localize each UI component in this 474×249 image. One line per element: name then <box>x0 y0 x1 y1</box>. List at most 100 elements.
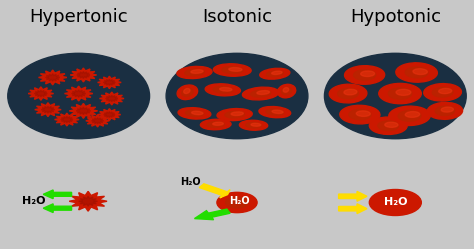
Polygon shape <box>98 109 121 121</box>
Ellipse shape <box>283 88 289 92</box>
Ellipse shape <box>405 67 428 78</box>
Ellipse shape <box>251 90 271 97</box>
Ellipse shape <box>246 123 261 128</box>
Ellipse shape <box>398 111 421 121</box>
Text: Hypertonic: Hypertonic <box>29 8 128 26</box>
Ellipse shape <box>324 53 466 139</box>
Ellipse shape <box>344 89 357 95</box>
Ellipse shape <box>349 110 371 120</box>
Polygon shape <box>35 90 47 97</box>
Ellipse shape <box>8 53 150 139</box>
Ellipse shape <box>345 66 385 84</box>
Polygon shape <box>69 103 98 118</box>
Ellipse shape <box>185 110 203 117</box>
Text: H₂O: H₂O <box>22 196 46 206</box>
Polygon shape <box>72 90 86 97</box>
Ellipse shape <box>166 53 308 139</box>
Ellipse shape <box>354 70 375 80</box>
Ellipse shape <box>229 67 242 71</box>
Ellipse shape <box>272 110 283 114</box>
Ellipse shape <box>217 109 252 121</box>
Ellipse shape <box>191 70 203 73</box>
Polygon shape <box>38 70 67 85</box>
Polygon shape <box>77 71 90 78</box>
Ellipse shape <box>251 123 261 126</box>
Polygon shape <box>103 79 115 85</box>
Ellipse shape <box>438 88 452 94</box>
Ellipse shape <box>379 83 421 104</box>
Ellipse shape <box>329 84 367 103</box>
Ellipse shape <box>257 91 270 94</box>
Ellipse shape <box>337 88 358 99</box>
Text: H₂O: H₂O <box>181 177 201 187</box>
Polygon shape <box>35 103 61 117</box>
Ellipse shape <box>217 192 257 213</box>
Ellipse shape <box>191 111 203 115</box>
Text: Isotonic: Isotonic <box>202 8 272 26</box>
Ellipse shape <box>213 86 233 93</box>
Ellipse shape <box>385 122 398 127</box>
Polygon shape <box>86 115 109 127</box>
Polygon shape <box>55 113 79 126</box>
Ellipse shape <box>282 87 292 95</box>
Polygon shape <box>70 68 97 82</box>
Ellipse shape <box>369 189 421 215</box>
Ellipse shape <box>413 69 428 74</box>
Ellipse shape <box>177 85 198 100</box>
Ellipse shape <box>266 109 283 115</box>
Ellipse shape <box>185 69 204 76</box>
Polygon shape <box>91 118 103 124</box>
Ellipse shape <box>231 112 244 116</box>
Ellipse shape <box>182 88 193 96</box>
FancyArrow shape <box>199 184 230 198</box>
Ellipse shape <box>259 107 291 118</box>
Ellipse shape <box>361 71 374 76</box>
Ellipse shape <box>242 87 279 100</box>
Ellipse shape <box>225 111 244 118</box>
Ellipse shape <box>435 106 455 116</box>
Polygon shape <box>61 116 73 123</box>
Ellipse shape <box>378 121 399 130</box>
Text: H₂O: H₂O <box>229 196 250 206</box>
Ellipse shape <box>213 64 251 76</box>
Ellipse shape <box>266 71 283 77</box>
Polygon shape <box>106 95 118 102</box>
Ellipse shape <box>369 117 407 134</box>
Ellipse shape <box>213 122 223 125</box>
Ellipse shape <box>277 84 296 98</box>
Polygon shape <box>104 112 115 118</box>
Polygon shape <box>28 87 54 100</box>
Polygon shape <box>64 86 93 101</box>
Ellipse shape <box>178 108 211 119</box>
Ellipse shape <box>405 112 420 117</box>
Ellipse shape <box>201 119 231 130</box>
Ellipse shape <box>219 87 232 91</box>
Ellipse shape <box>396 63 438 82</box>
Ellipse shape <box>432 87 453 97</box>
FancyArrow shape <box>338 191 367 201</box>
Polygon shape <box>41 106 55 113</box>
Ellipse shape <box>356 111 370 117</box>
FancyArrow shape <box>194 209 230 220</box>
Ellipse shape <box>226 197 248 208</box>
Polygon shape <box>100 92 124 105</box>
Polygon shape <box>98 76 121 89</box>
Text: Hypotonic: Hypotonic <box>350 8 441 26</box>
FancyArrow shape <box>43 204 72 213</box>
Ellipse shape <box>239 120 268 130</box>
Ellipse shape <box>388 88 412 99</box>
Ellipse shape <box>441 107 454 112</box>
Ellipse shape <box>272 71 282 74</box>
Polygon shape <box>69 191 107 211</box>
Ellipse shape <box>260 68 290 79</box>
Ellipse shape <box>222 66 243 73</box>
Text: H₂O: H₂O <box>383 197 407 207</box>
Polygon shape <box>76 107 91 115</box>
Ellipse shape <box>340 105 380 124</box>
Ellipse shape <box>205 84 240 96</box>
Ellipse shape <box>396 89 411 95</box>
Ellipse shape <box>183 88 190 94</box>
Ellipse shape <box>177 66 212 79</box>
Polygon shape <box>46 74 60 81</box>
Polygon shape <box>79 196 98 206</box>
